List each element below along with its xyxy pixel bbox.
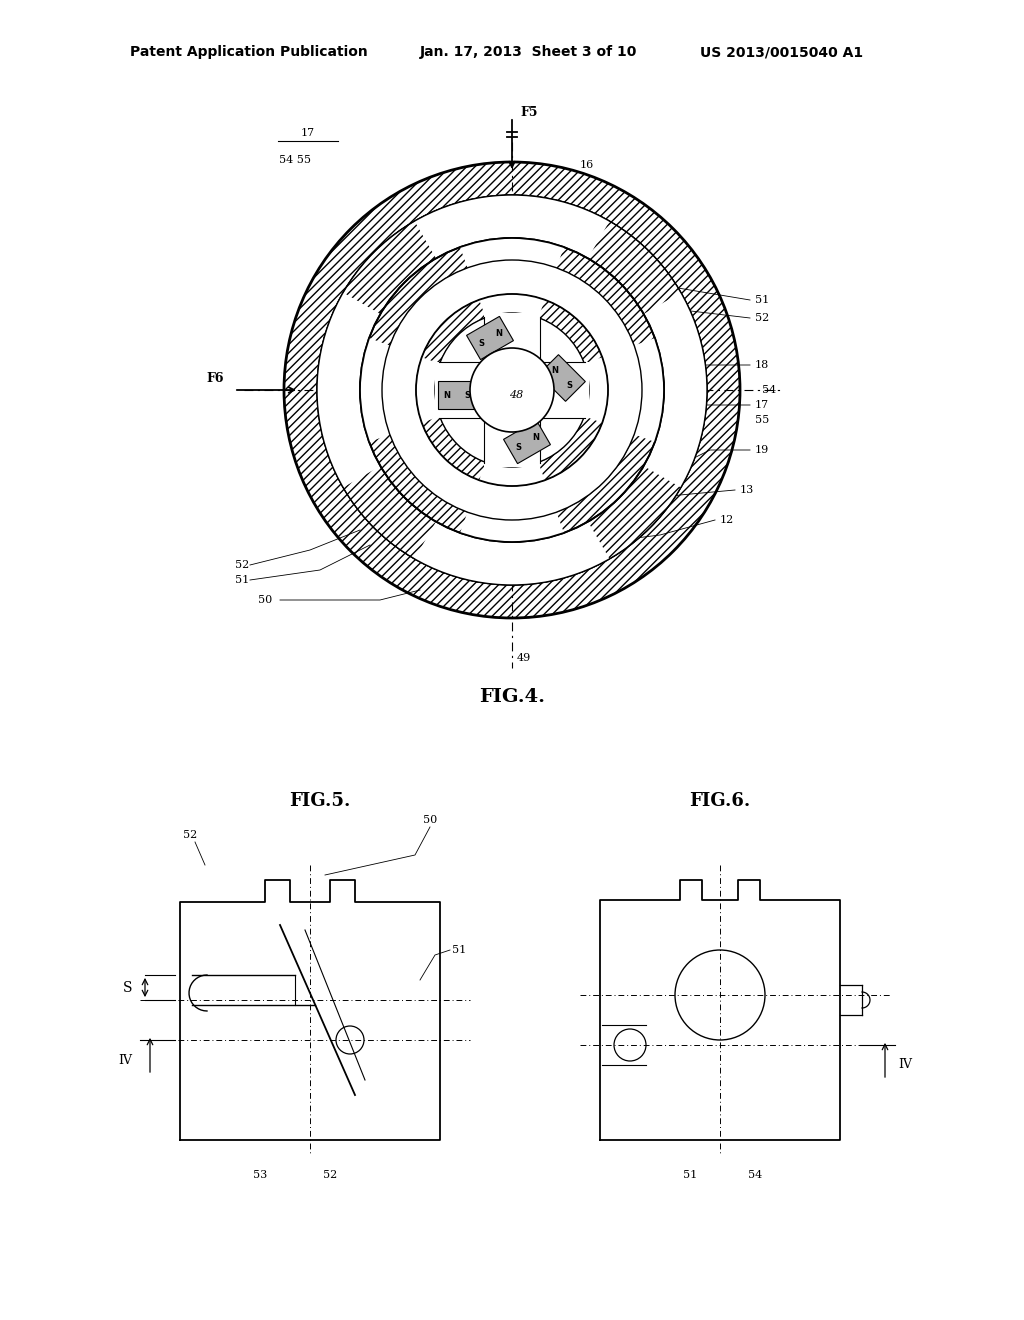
- Wedge shape: [416, 358, 439, 422]
- Text: 50: 50: [258, 595, 272, 605]
- Text: N: N: [552, 367, 558, 375]
- Text: S: S: [123, 981, 132, 994]
- Circle shape: [360, 238, 664, 543]
- Wedge shape: [460, 238, 564, 268]
- FancyBboxPatch shape: [438, 381, 476, 409]
- FancyBboxPatch shape: [539, 355, 586, 401]
- Text: 19: 19: [755, 445, 769, 455]
- Text: 52: 52: [755, 313, 769, 323]
- Text: N: N: [443, 391, 451, 400]
- Bar: [560, 362, 589, 418]
- FancyBboxPatch shape: [467, 317, 513, 359]
- Wedge shape: [479, 462, 545, 486]
- Text: US 2013/0015040 A1: US 2013/0015040 A1: [700, 45, 863, 59]
- Text: 52: 52: [323, 1170, 337, 1180]
- Text: 52: 52: [183, 830, 198, 840]
- Text: N: N: [532, 433, 540, 441]
- Bar: [435, 362, 464, 418]
- Text: Patent Application Publication: Patent Application Publication: [130, 45, 368, 59]
- Text: 16: 16: [580, 160, 594, 170]
- Wedge shape: [479, 294, 545, 318]
- Text: S: S: [566, 380, 572, 389]
- Circle shape: [435, 313, 589, 467]
- Wedge shape: [415, 195, 609, 259]
- Text: S: S: [478, 338, 484, 347]
- Text: S: S: [464, 391, 470, 400]
- Text: 49: 49: [517, 653, 531, 663]
- Text: 51: 51: [234, 576, 249, 585]
- Text: 51: 51: [755, 294, 769, 305]
- Text: FIG.4.: FIG.4.: [479, 688, 545, 706]
- Text: 51: 51: [452, 945, 466, 954]
- Wedge shape: [360, 338, 390, 442]
- Text: 52: 52: [234, 560, 249, 570]
- Circle shape: [470, 348, 554, 432]
- Text: 54 55: 54 55: [279, 154, 311, 165]
- Wedge shape: [634, 338, 664, 442]
- Bar: [484, 438, 540, 467]
- Circle shape: [382, 260, 642, 520]
- Text: IV: IV: [118, 1053, 132, 1067]
- Text: 17: 17: [301, 128, 315, 139]
- Text: IV: IV: [898, 1059, 912, 1072]
- Text: 53: 53: [253, 1170, 267, 1180]
- Text: S: S: [515, 442, 521, 451]
- Text: 12: 12: [720, 515, 734, 525]
- Text: 13: 13: [740, 484, 755, 495]
- Text: 51: 51: [683, 1170, 697, 1180]
- Text: F5: F5: [520, 106, 538, 119]
- FancyBboxPatch shape: [504, 420, 551, 463]
- Wedge shape: [415, 521, 609, 585]
- Text: 18: 18: [755, 360, 769, 370]
- Wedge shape: [317, 293, 380, 487]
- Text: 48: 48: [509, 389, 523, 400]
- Circle shape: [317, 195, 707, 585]
- Text: F6: F6: [207, 371, 224, 384]
- Text: Jan. 17, 2013  Sheet 3 of 10: Jan. 17, 2013 Sheet 3 of 10: [420, 45, 637, 59]
- Text: 54: 54: [748, 1170, 762, 1180]
- Wedge shape: [644, 293, 707, 487]
- Wedge shape: [284, 162, 740, 618]
- Wedge shape: [460, 512, 564, 543]
- Text: N: N: [496, 329, 502, 338]
- Text: 54: 54: [762, 385, 776, 395]
- Text: 55: 55: [755, 414, 769, 425]
- Text: 17: 17: [755, 400, 769, 411]
- Text: 50: 50: [423, 814, 437, 825]
- Bar: [484, 313, 540, 342]
- Text: FIG.6.: FIG.6.: [689, 792, 751, 810]
- Text: FIG.5.: FIG.5.: [290, 792, 350, 810]
- Wedge shape: [585, 358, 608, 422]
